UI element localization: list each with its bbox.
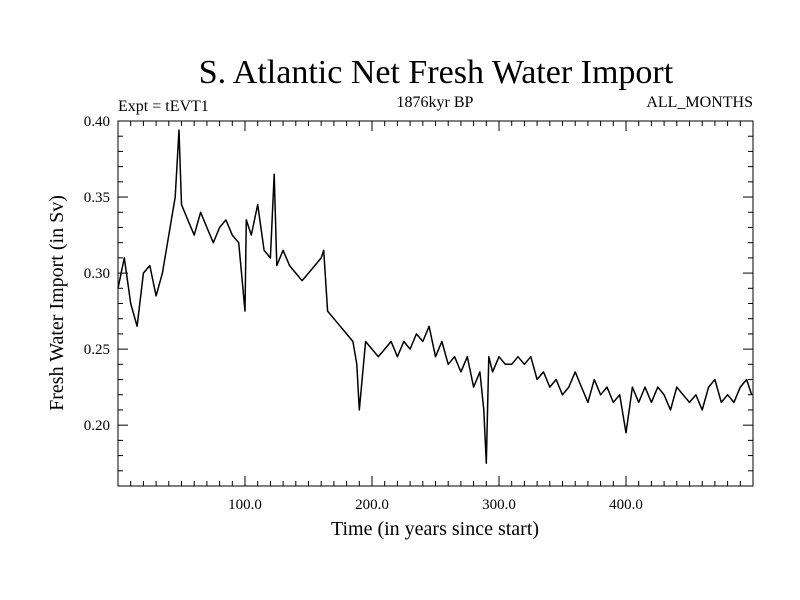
y-tick-label: 0.20 <box>84 418 110 434</box>
x-axis: 100.0 200.0 300.0 400.0 <box>130 121 741 513</box>
x-axis-label: Time (in years since start) <box>331 518 539 540</box>
y-tick-label: 0.25 <box>84 342 110 358</box>
chart-subtitle-right: ALL_MONTHS <box>646 94 753 111</box>
y-tick-label: 0.40 <box>84 114 110 130</box>
x-tick-label: 300.0 <box>482 497 516 513</box>
y-axis: 0.20 0.25 0.30 0.35 0.40 <box>84 114 753 472</box>
plot-frame <box>117 120 754 487</box>
x-tick-label: 100.0 <box>228 497 262 513</box>
chart-subtitle-left: Expt = tEVT1 <box>118 98 209 115</box>
y-tick-label: 0.35 <box>84 190 110 206</box>
chart-subtitle-center: 1876kyr BP <box>397 94 474 111</box>
x-tick-label: 200.0 <box>355 497 389 513</box>
series-line <box>117 129 753 464</box>
y-tick-label: 0.30 <box>84 266 110 282</box>
chart-title: S. Atlantic Net Fresh Water Import <box>199 54 674 91</box>
y-axis-label: Fresh Water Import (in Sv) <box>46 195 68 411</box>
x-tick-label: 400.0 <box>609 497 643 513</box>
